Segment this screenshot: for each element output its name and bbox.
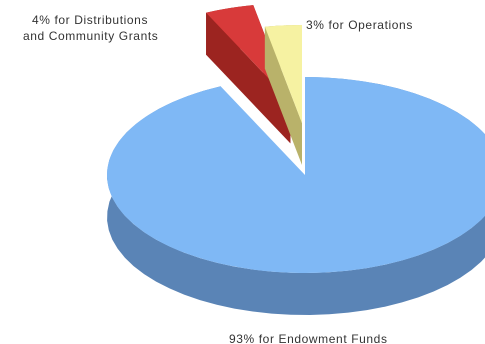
pie-slices (107, 5, 485, 315)
label-grants-line2: and Community Grants (23, 29, 158, 43)
slice-operations-cut-face-0 (264, 26, 302, 166)
label-operations: 3% for Operations (306, 18, 413, 32)
slice-operations (264, 25, 302, 124)
label-grants-line1: 4% for Distributions (32, 13, 148, 27)
slice-grants-cut-face-0 (206, 12, 291, 144)
slice-endowment (107, 77, 485, 273)
slice-operations-group (264, 25, 302, 166)
slice-endowment-group (107, 77, 485, 315)
label-endowment: 93% for Endowment Funds (229, 332, 388, 344)
